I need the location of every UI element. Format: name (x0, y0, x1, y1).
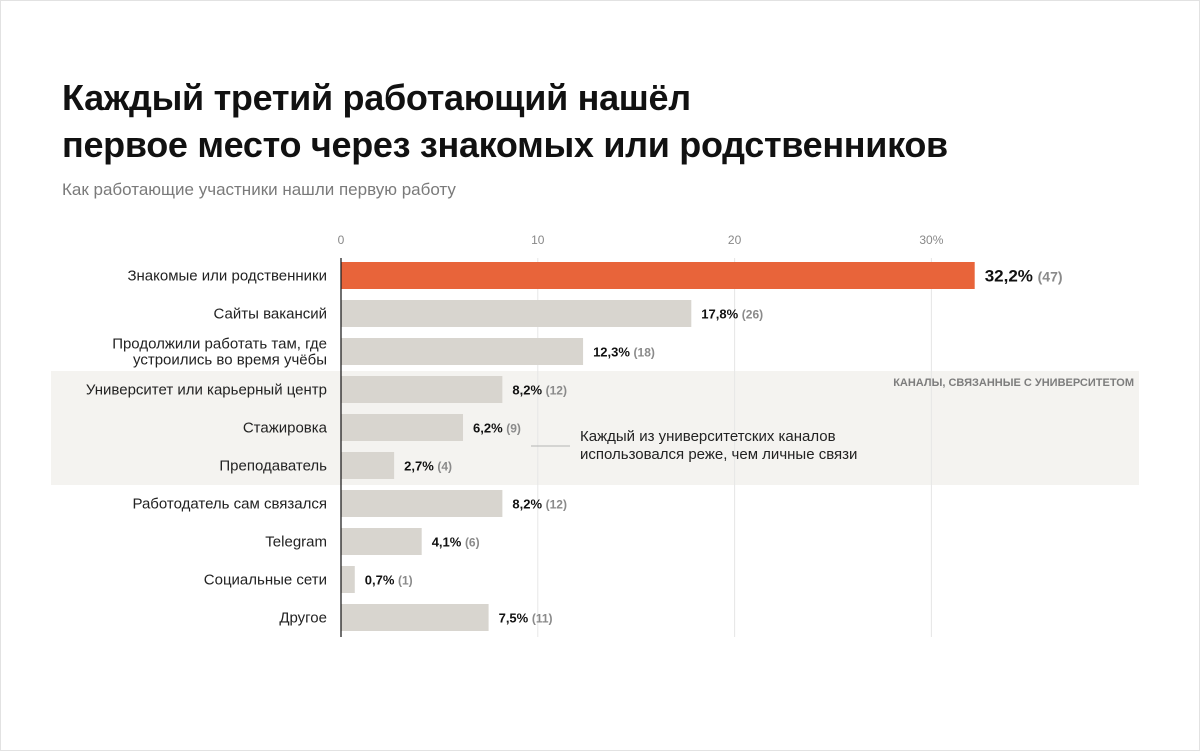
value-label: 8,2% (12) (512, 497, 567, 512)
bar (341, 528, 422, 555)
annotation-text: использовался реже, чем личные связи (580, 446, 857, 463)
x-tick-label: 20 (728, 233, 742, 247)
count-label: (4) (437, 460, 452, 474)
category-label: Преподаватель (219, 458, 327, 475)
category-label: Стажировка (243, 420, 328, 437)
annotation-text: Каждый из университетских каналов (580, 428, 836, 445)
chart-title-line1: Каждый третий работающий нашёл (62, 77, 691, 118)
university-band-label: КАНАЛЫ, СВЯЗАННЫЕ С УНИВЕРСИТЕТОМ (893, 377, 1134, 389)
chart-title: Каждый третий работающий нашёл первое ме… (62, 74, 1062, 168)
count-label: (9) (506, 422, 521, 436)
university-band (51, 371, 1139, 485)
x-tick-label: 30% (919, 233, 943, 247)
value-label: 6,2% (9) (473, 421, 521, 436)
value-label: 4,1% (6) (432, 535, 480, 550)
bar (341, 604, 489, 631)
count-label: (1) (398, 574, 413, 588)
category-label: Знакомые или родственники (127, 268, 327, 285)
bar (341, 376, 503, 403)
count-label: (6) (465, 536, 480, 550)
bar (341, 338, 584, 365)
bar (341, 452, 395, 479)
count-label: (18) (634, 346, 655, 360)
value-label: 0,7% (1) (365, 573, 413, 588)
value-label: 17,8% (26) (701, 307, 763, 322)
value-label: 12,3% (18) (593, 345, 655, 360)
bar (341, 414, 464, 441)
chart-subtitle: Как работающие участники нашли первую ра… (62, 180, 456, 199)
bar (341, 566, 355, 593)
category-label: Продолжили работать там, где (112, 336, 327, 353)
bar (341, 300, 692, 327)
bar (341, 490, 503, 517)
category-label: Сайты вакансий (214, 306, 327, 323)
count-label: (12) (546, 498, 567, 512)
bar (341, 262, 975, 289)
chart-title-line2: первое место через знакомых или родствен… (62, 124, 948, 165)
category-label: Telegram (265, 534, 327, 551)
value-label: 7,5% (11) (499, 611, 553, 626)
value-label: 8,2% (12) (512, 383, 567, 398)
category-label: Социальные сети (204, 572, 327, 589)
x-tick-label: 0 (338, 233, 345, 247)
category-label: Университет или карьерный центр (86, 382, 327, 399)
category-label: Работодатель сам связался (132, 496, 327, 513)
category-label: Другое (279, 610, 327, 627)
value-label: 2,7% (4) (404, 459, 452, 474)
count-label: (12) (546, 384, 567, 398)
x-tick-label: 10 (531, 233, 545, 247)
count-label: (11) (532, 612, 553, 626)
category-label: устроились во время учёбы (133, 352, 327, 369)
count-label: (47) (1038, 269, 1063, 285)
value-label: 32,2% (47) (985, 267, 1063, 286)
count-label: (26) (742, 308, 763, 322)
